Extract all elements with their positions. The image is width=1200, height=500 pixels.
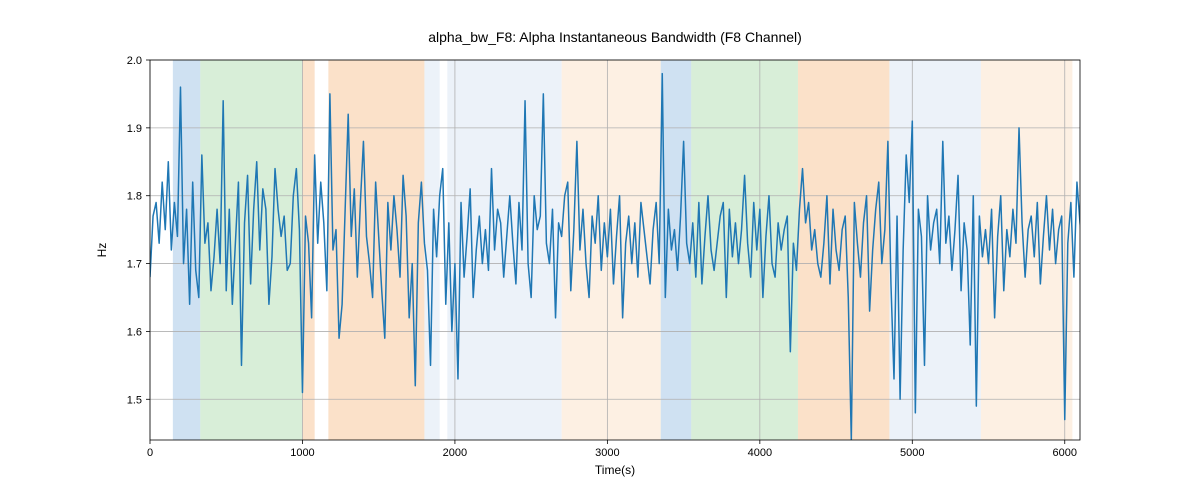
x-axis-label: Time(s)	[595, 463, 635, 477]
chart-title: alpha_bw_F8: Alpha Instantaneous Bandwid…	[428, 29, 802, 45]
band	[173, 60, 200, 440]
x-tick-label: 5000	[900, 447, 924, 459]
y-tick-label: 1.8	[127, 191, 142, 203]
y-tick-label: 1.6	[127, 326, 142, 338]
x-tick-label: 4000	[748, 447, 772, 459]
line-chart: 0 1000 2000 3000 4000 5000 6000 1.5 1.6 1.7 1.8 1.9…	[0, 0, 1200, 500]
y-axis-label: Hz	[95, 243, 109, 258]
y-tick-label: 1.9	[127, 123, 142, 135]
y-tick-label: 2.0	[127, 55, 142, 67]
y-tick-label: 1.7	[127, 259, 142, 271]
bands-group	[173, 60, 1073, 440]
x-tick-label: 3000	[595, 447, 619, 459]
band	[691, 60, 798, 440]
x-tick-label: 1000	[290, 447, 314, 459]
x-tick-label: 6000	[1053, 447, 1077, 459]
x-tick-label: 0	[147, 447, 153, 459]
y-tick-label: 1.5	[127, 394, 142, 406]
x-tick-label: 2000	[443, 447, 467, 459]
band	[328, 60, 424, 440]
chart-container: 0 1000 2000 3000 4000 5000 6000 1.5 1.6 1.7 1.8 1.9…	[0, 0, 1200, 500]
